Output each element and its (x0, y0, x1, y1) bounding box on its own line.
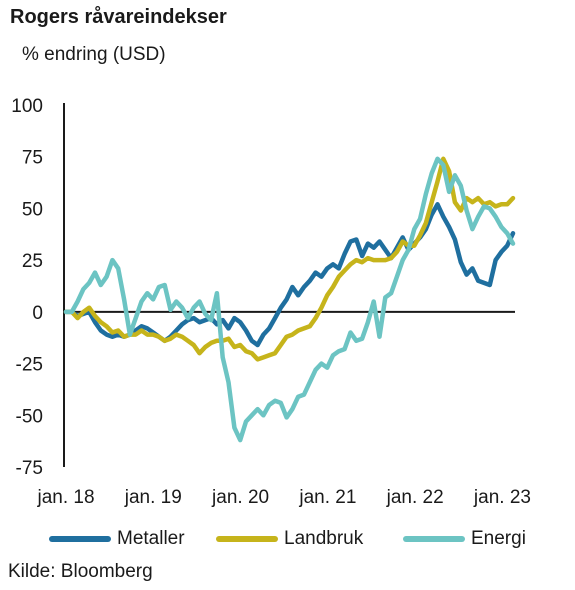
x-tick-label: jan. 23 (473, 487, 531, 508)
series-line-landbruk (63, 156, 516, 362)
y-tick-label: 75 (22, 148, 43, 169)
y-tick-label: -25 (16, 355, 43, 376)
y-tick-label: 25 (22, 251, 43, 272)
legend-swatch-energi (403, 536, 465, 542)
series-line-metaller (63, 202, 516, 348)
chart-title: Rogers råvareindekser (10, 6, 227, 28)
x-tick-label: jan. 21 (298, 487, 356, 508)
y-axis-ticks: 100 75 50 25 0 -25 -50 -75 (11, 96, 43, 479)
y-tick-label: 100 (11, 96, 43, 117)
y-tick-label: 50 (22, 199, 43, 220)
x-tick-label: jan. 20 (211, 487, 269, 508)
series-line-energi (63, 156, 516, 443)
x-axis-ticks: jan. 18 jan. 19 jan. 20 jan. 21 jan. 22 jan. … (36, 487, 530, 508)
x-tick-label: jan. 18 (36, 487, 94, 508)
legend-item-landbruk: Landbruk (216, 528, 363, 550)
legend-label-metaller: Metaller (117, 528, 185, 549)
legend-label-landbruk: Landbruk (284, 528, 364, 549)
legend-label-energi: Energi (471, 528, 526, 549)
legend-item-metaller: Metaller (49, 528, 185, 550)
y-tick-label: -50 (16, 406, 43, 427)
y-tick-label: 0 (32, 303, 43, 324)
legend: Metaller Landbruk Energi (0, 528, 575, 558)
legend-swatch-landbruk (216, 536, 278, 542)
legend-swatch-metaller (49, 536, 111, 542)
series-lines (63, 156, 516, 443)
y-tick-label: -75 (16, 458, 43, 479)
legend-item-energi: Energi (403, 528, 526, 550)
x-tick-label: jan. 22 (386, 487, 444, 508)
source-note: Kilde: Bloomberg (8, 561, 153, 582)
x-tick-label: jan. 19 (124, 487, 182, 508)
y-axis-unit-label: % endring (USD) (22, 44, 166, 65)
